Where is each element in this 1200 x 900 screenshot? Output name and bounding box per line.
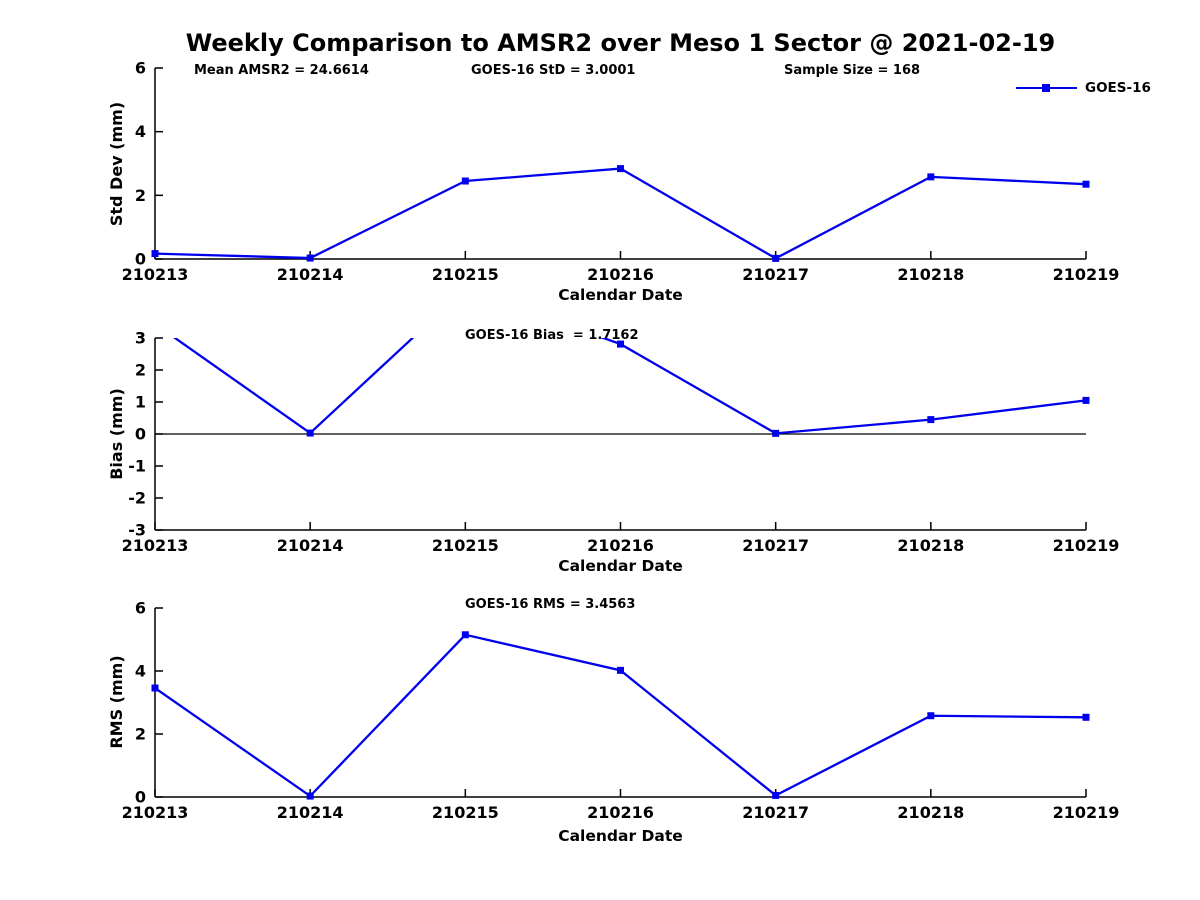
x-tick-label: 210217 <box>742 265 809 284</box>
series-marker <box>152 320 159 327</box>
x-tick-label: 210219 <box>1053 536 1120 555</box>
series-marker <box>772 791 780 799</box>
y-tick-label: -2 <box>128 489 146 508</box>
xlabel-calendar-date-top: Calendar Date <box>558 286 683 304</box>
annotation-bias-mean: GOES-16 Bias = 1.7162 <box>465 328 639 343</box>
x-tick-label: 210213 <box>122 803 189 822</box>
y-tick-label: 3 <box>135 329 146 348</box>
y-tick-label: 0 <box>135 425 146 444</box>
series-marker <box>617 165 624 173</box>
stat-sample-size: Sample Size = 168 <box>784 63 921 78</box>
legend-marker <box>1042 83 1050 92</box>
series-marker <box>927 173 935 181</box>
y-tick-label: 0 <box>135 788 146 807</box>
x-tick-label: 210216 <box>587 536 654 555</box>
y-tick-label: -1 <box>128 457 146 476</box>
y-tick-label: 1 <box>135 393 146 412</box>
x-tick-label: 210216 <box>587 803 654 822</box>
series-marker <box>927 416 935 424</box>
series-marker <box>772 429 780 437</box>
x-tick-label: 210213 <box>122 536 189 555</box>
series-marker <box>151 684 159 692</box>
series-marker <box>306 254 314 262</box>
x-tick-label: 210216 <box>587 265 654 284</box>
y-tick-label: 0 <box>135 250 146 269</box>
series-marker <box>1082 713 1090 721</box>
x-tick-label: 210218 <box>897 803 964 822</box>
xlabel-calendar-date-middle: Calendar Date <box>558 557 683 575</box>
y-tick-label: 6 <box>135 59 146 78</box>
stat-mean-amsr2: Mean AMSR2 = 24.6614 <box>194 63 369 78</box>
series-marker <box>462 286 469 293</box>
y-tick-label: 2 <box>135 725 146 744</box>
y-tick-label: -3 <box>128 521 146 540</box>
series-marker <box>306 792 314 800</box>
series-marker <box>1082 180 1090 188</box>
series-marker <box>617 340 624 348</box>
y-tick-label: 2 <box>135 186 146 205</box>
series-marker <box>1082 396 1090 404</box>
series-marker <box>772 254 780 262</box>
legend-line-sample <box>1016 83 1077 92</box>
x-tick-label: 210213 <box>122 265 189 284</box>
series-line <box>154 633 1087 798</box>
series-marker <box>306 429 314 437</box>
series-marker <box>927 712 935 720</box>
y-tick-label: 4 <box>135 122 146 141</box>
x-tick-label: 210218 <box>897 265 964 284</box>
legend: GOES-16 <box>1016 80 1151 96</box>
x-tick-label: 210215 <box>432 803 499 822</box>
x-tick-label: 210218 <box>897 536 964 555</box>
series-marker <box>461 177 469 185</box>
x-tick-label: 210215 <box>432 536 499 555</box>
x-tick-label: 210214 <box>277 536 344 555</box>
figure-title: Weekly Comparison to AMSR2 over Meso 1 S… <box>185 29 1056 57</box>
legend-label: GOES-16 <box>1085 80 1151 96</box>
x-tick-label: 210214 <box>277 265 344 284</box>
annotation-rms-mean: GOES-16 RMS = 3.4563 <box>465 597 636 612</box>
y-tick-label: 4 <box>135 662 146 681</box>
x-tick-label: 210214 <box>277 803 344 822</box>
x-tick-label: 210217 <box>742 803 809 822</box>
series-marker <box>617 666 624 674</box>
x-tick-label: 210217 <box>742 536 809 555</box>
stat-goes16-std: GOES-16 StD = 3.0001 <box>471 63 636 78</box>
series-marker <box>151 250 159 258</box>
series-line <box>154 167 1087 260</box>
x-tick-label: 210219 <box>1053 265 1120 284</box>
y-tick-label: 2 <box>135 361 146 380</box>
xlabel-calendar-date-bottom: Calendar Date <box>558 827 683 845</box>
x-tick-label: 210219 <box>1053 803 1120 822</box>
x-tick-label: 210215 <box>432 265 499 284</box>
series-line <box>173 338 1087 435</box>
y-tick-label: 6 <box>135 599 146 618</box>
series-marker <box>461 631 469 639</box>
